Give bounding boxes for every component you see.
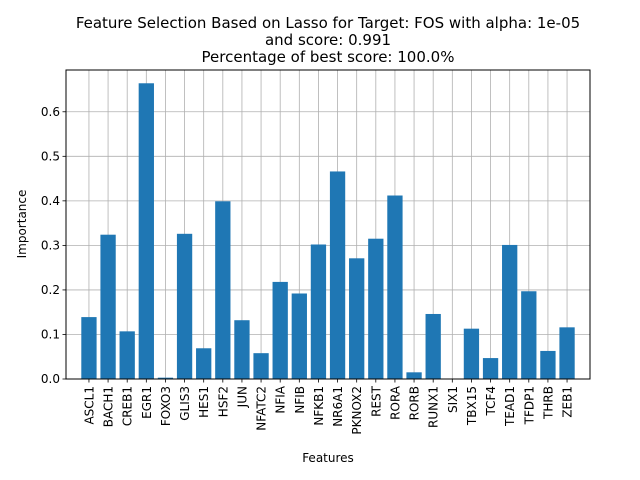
x-tick-label: NFATC2: [255, 386, 269, 431]
x-tick-label: ZEB1: [561, 386, 575, 418]
plot-area-frame: [65, 69, 591, 380]
bar-hes1: [196, 348, 212, 379]
y-tick-label: 0.5: [41, 149, 60, 163]
x-tick-label: THRB: [541, 386, 555, 420]
bar-jun: [234, 320, 250, 379]
bar-zeb1: [559, 327, 575, 379]
x-tick-label: JUN: [235, 386, 249, 408]
x-tick-label: TEAD1: [503, 386, 517, 427]
bar-thrb: [540, 350, 556, 379]
x-tick-label: RORB: [408, 386, 422, 420]
bars: [81, 83, 575, 379]
x-tick-label: EGR1: [140, 386, 154, 419]
bar-runx1: [425, 313, 441, 379]
y-tick-label: 0.0: [41, 372, 60, 386]
x-tick-label: GLIS3: [178, 386, 192, 421]
bar-foxo3: [157, 377, 174, 379]
x-tick-label: SIX1: [446, 386, 460, 413]
x-tick-label: NR6A1: [331, 386, 345, 427]
y-axis: 0.0 0.1 0.2 0.3 0.4 0.5 0.6: [41, 105, 66, 386]
x-tick-label: RUNX1: [427, 386, 441, 428]
x-tick-label: FOXO3: [159, 386, 173, 426]
x-tick-label: CREB1: [121, 386, 135, 426]
bar-nfib: [291, 293, 307, 379]
bar-hsf2: [215, 201, 231, 379]
bar-bach1: [100, 234, 116, 379]
x-tick-label: RORA: [388, 385, 402, 420]
x-tick-label: REST: [369, 385, 383, 417]
bar-tbx15: [463, 328, 480, 379]
x-tick-label: TBX15: [465, 386, 479, 426]
bar-nfatc2: [253, 353, 269, 379]
bar-rest: [368, 238, 384, 379]
chart-title-line-3: Percentage of best score: 100.0%: [202, 48, 455, 66]
x-axis: ASCL1 BACH1 CREB1 EGR1 FOXO3 GLIS3 HES1 HSF2 JUN…: [82, 379, 575, 435]
bar-pknox2: [349, 258, 365, 379]
x-tick-label: HES1: [197, 386, 211, 418]
x-tick-label: NFKB1: [312, 386, 326, 426]
x-tick-label: NFIB: [293, 386, 307, 414]
x-tick-label: PKNOX2: [350, 386, 364, 435]
bar-egr1: [138, 83, 154, 379]
chart-title-line-2: and score: 0.991: [265, 31, 391, 49]
bar-nfkb1: [310, 244, 327, 379]
chart-title: Feature Selection Based on Lasso for Tar…: [76, 14, 580, 66]
bar-nfia: [272, 281, 288, 379]
x-axis-label: Features: [302, 451, 354, 465]
bar-tcf4: [482, 358, 499, 379]
y-axis-label: Importance: [15, 190, 29, 259]
y-tick-label: 0.6: [41, 105, 60, 119]
y-tick-label: 0.2: [41, 283, 60, 297]
x-tick-label: HSF2: [216, 386, 230, 417]
bar-creb1: [119, 331, 135, 379]
bar-rorb: [406, 372, 422, 379]
x-tick-label: TFDP1: [522, 386, 536, 425]
x-tick-label: TCF4: [484, 386, 498, 417]
x-tick-label: NFIA: [274, 385, 288, 413]
chart-title-line-1: Feature Selection Based on Lasso for Tar…: [76, 14, 580, 32]
bar-tead1: [502, 244, 518, 379]
bar-tfdp1: [521, 291, 537, 379]
y-tick-label: 0.1: [41, 327, 60, 341]
bar-ascl1: [81, 317, 97, 379]
bar-glis3: [176, 233, 193, 379]
x-tick-label: ASCL1: [82, 386, 96, 425]
bar-rora: [387, 195, 403, 379]
y-tick-label: 0.4: [41, 194, 60, 208]
y-tick-label: 0.3: [41, 238, 60, 252]
x-tick-label: BACH1: [102, 386, 116, 427]
bar-nr6a1: [329, 171, 346, 379]
